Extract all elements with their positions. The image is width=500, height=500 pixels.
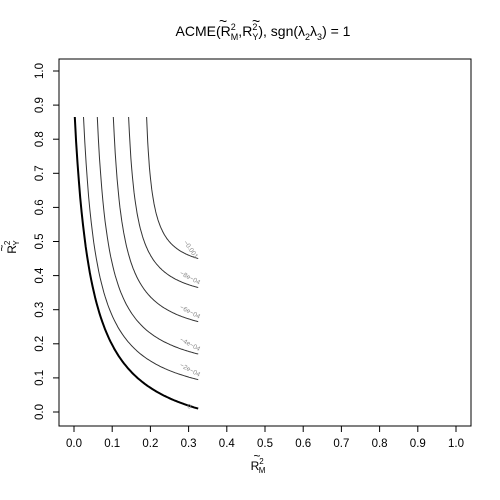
y-tick-label: 0.0 bbox=[34, 404, 46, 420]
y-tick-label: 0.3 bbox=[34, 302, 46, 318]
y-axis-label: R2Y ~ bbox=[0, 240, 21, 254]
contour-label: −6e−04 bbox=[178, 304, 201, 321]
contour-lines: 0 −2e−04 −4e−04 −6e−04 −8e−04 −0.001 bbox=[73, 116, 202, 411]
x-tick-label: 0.1 bbox=[104, 438, 120, 450]
y-tick-label: 0.2 bbox=[34, 336, 46, 352]
x-tick-label: 0.2 bbox=[142, 438, 158, 450]
title-x-sup: 2 bbox=[231, 22, 236, 32]
title-prefix: ACME( bbox=[176, 23, 221, 39]
title-x-sub: M bbox=[231, 32, 239, 42]
svg-text:R2Y: R2Y bbox=[3, 240, 21, 254]
x-tick-label: 0.3 bbox=[181, 438, 197, 450]
y-tick-label: 0.1 bbox=[34, 370, 46, 386]
x-tick-label: 0.6 bbox=[295, 438, 311, 450]
y-tick-label: 0.9 bbox=[34, 97, 46, 113]
title-lambda-2: λ bbox=[310, 23, 317, 39]
title-lambda-1-sub: 2 bbox=[305, 32, 310, 42]
chart-title: ACME(R2 M,R2 Y), sgn(λ2λ3) = 1 bbox=[176, 22, 351, 42]
x-tick-label: 1.0 bbox=[448, 438, 464, 450]
x-tick-label: 0.0 bbox=[66, 438, 82, 450]
x-tick-label: 0.5 bbox=[257, 438, 273, 450]
x-tick-label: 0.8 bbox=[372, 438, 388, 450]
y-label-sub: Y bbox=[12, 240, 21, 246]
y-label-sup: 2 bbox=[3, 240, 12, 245]
contour-label: −2e−04 bbox=[178, 362, 201, 379]
contour-line bbox=[96, 116, 199, 355]
contour-line bbox=[128, 116, 199, 288]
x-label-symbol: R bbox=[251, 459, 260, 473]
title-x-tilde: ~ bbox=[219, 13, 227, 29]
svg-text:R2M: R2 M bbox=[251, 457, 266, 475]
title-sep: , bbox=[238, 23, 242, 39]
title-lambda-1: λ bbox=[298, 23, 305, 39]
x-tick-label: 0.7 bbox=[333, 438, 349, 450]
y-tick-label: 0.8 bbox=[34, 131, 46, 147]
contour-label: 0 bbox=[187, 404, 191, 411]
y-axis: 0.0 0.1 0.2 0.3 0.4 0.5 0.6 0.7 0.8 0.9 1.0 bbox=[34, 63, 60, 420]
contour-line bbox=[112, 116, 199, 323]
y-tick-label: 1.0 bbox=[34, 63, 46, 79]
y-tick-label: 0.4 bbox=[34, 267, 46, 284]
y-label-symbol: R bbox=[5, 245, 19, 254]
plot-frame bbox=[58, 58, 472, 427]
title-y-sup: 2 bbox=[252, 22, 257, 32]
y-tick-label: 0.6 bbox=[34, 199, 46, 215]
x-label-sup: 2 bbox=[259, 457, 264, 466]
x-tick-label: 0.9 bbox=[410, 438, 426, 450]
contour-line bbox=[73, 116, 199, 410]
contour-line bbox=[83, 116, 199, 381]
title-lambda-2-sub: 3 bbox=[317, 32, 322, 42]
contour-line bbox=[146, 116, 199, 259]
title-x-symbol: R bbox=[221, 23, 231, 39]
y-label-tilde: ~ bbox=[0, 244, 9, 251]
y-tick-label: 0.7 bbox=[34, 165, 46, 181]
title-y-tilde: ~ bbox=[252, 13, 260, 29]
y-tick-label: 0.5 bbox=[34, 234, 46, 250]
contour-label: −4e−04 bbox=[178, 336, 201, 353]
contour-label: −0.001 bbox=[182, 239, 199, 260]
title-suffix: ) = 1 bbox=[322, 23, 351, 39]
title-mid: ), sgn( bbox=[258, 23, 298, 39]
x-axis-label: R2 M ~ bbox=[251, 449, 266, 475]
x-label-tilde: ~ bbox=[253, 449, 260, 463]
x-tick-label: 0.4 bbox=[219, 438, 236, 450]
title-y-sub: Y bbox=[252, 32, 258, 42]
title-y-symbol: R bbox=[242, 23, 252, 39]
x-label-sub: M bbox=[259, 466, 266, 475]
contour-label: −8e−04 bbox=[178, 270, 201, 287]
x-axis: 0.0 0.1 0.2 0.3 0.4 0.5 0.6 0.7 0.8 0.9 1.0 bbox=[66, 425, 464, 450]
